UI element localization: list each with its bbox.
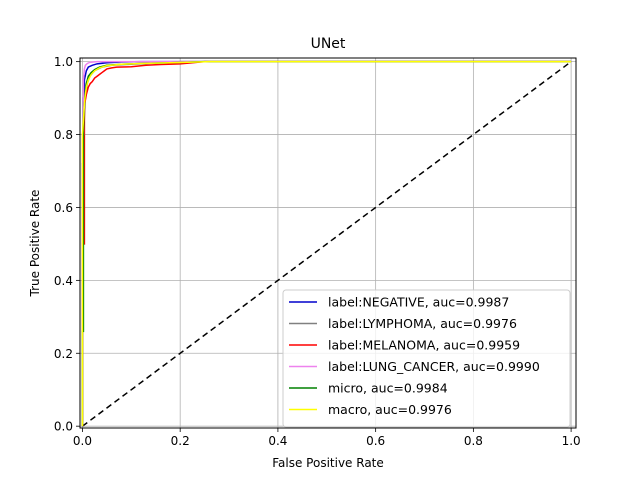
legend-label: label:MELANOMA, auc=0.9959 — [328, 338, 520, 353]
x-tick-label: 0.6 — [366, 434, 385, 448]
series-layer — [81, 60, 572, 427]
chance-diagonal-line — [81, 61, 572, 427]
x-tick-label: 0.4 — [268, 434, 287, 448]
legend-label: label:LUNG_CANCER, auc=0.9990 — [328, 359, 540, 374]
legend-label: macro, auc=0.9976 — [328, 402, 452, 417]
x-axis-label: False Positive Rate — [272, 456, 384, 470]
legend-label: label:LYMPHOMA, auc=0.9976 — [328, 316, 517, 331]
y-tick-label: 0.0 — [54, 420, 73, 434]
y-tick-label: 0.6 — [54, 201, 73, 215]
x-tick-label: 0.2 — [171, 434, 190, 448]
y-tick-label: 1.0 — [54, 55, 73, 69]
roc-curve-5 — [81, 60, 572, 427]
diagonal-layer — [81, 61, 572, 427]
legend-label: micro, auc=0.9984 — [328, 381, 448, 396]
plot-frame — [79, 57, 577, 429]
x-tick-label: 0.8 — [464, 434, 483, 448]
y-tick-label: 0.8 — [54, 128, 73, 142]
ticks: 0.0 0.2 0.4 0.6 0.8 1.0 0.0 0.2 0.4 0.6 0.8 1.0 — [54, 55, 581, 448]
y-tick-label: 0.2 — [54, 347, 73, 361]
y-axis-label: True Positive Rate — [28, 190, 42, 298]
x-tick-label: 0.0 — [73, 434, 92, 448]
x-tick-label: 1.0 — [562, 434, 581, 448]
y-tick-label: 0.4 — [54, 274, 73, 288]
legend-label: label:NEGATIVE, auc=0.9987 — [328, 295, 509, 310]
legend-box — [282, 289, 571, 428]
legend: label:NEGATIVE, auc=0.9987 label:LYMPHOMA… — [282, 289, 571, 428]
chart-title: UNet — [311, 36, 346, 52]
